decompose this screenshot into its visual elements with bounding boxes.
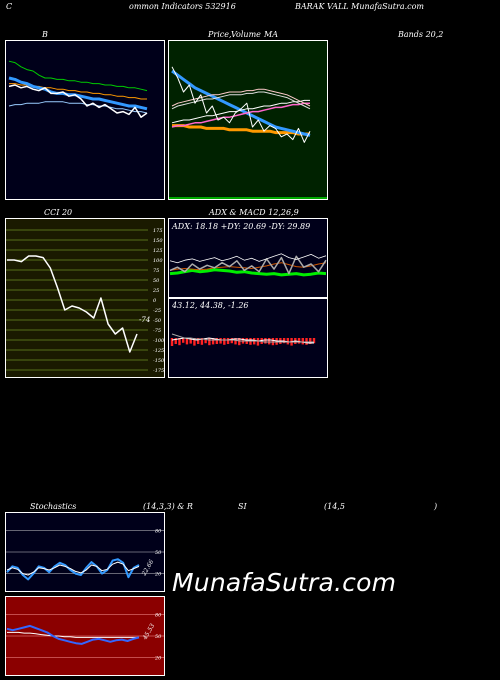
macd-histogram-bar bbox=[264, 338, 267, 344]
cci-last-value: -74 bbox=[139, 316, 150, 324]
cci-tick-label: 0 bbox=[153, 298, 157, 304]
cci-tick-label: 175 bbox=[153, 228, 163, 234]
macd-histogram-bar bbox=[204, 338, 207, 344]
cci-tick-label: -25 bbox=[153, 308, 161, 314]
cci-tick-label: 125 bbox=[153, 248, 163, 254]
bands-title-prefix: B bbox=[42, 30, 48, 39]
cci-line bbox=[7, 255, 138, 353]
price-ma-upper bbox=[171, 99, 310, 124]
macd-histogram-bar bbox=[200, 338, 204, 345]
cci-tick-label: 150 bbox=[153, 238, 163, 244]
cci-tick-label: 50 bbox=[153, 278, 160, 284]
cci-tick-label: -175 bbox=[153, 368, 164, 374]
watermark: MunafaSutra.com bbox=[172, 568, 397, 597]
macd-histogram-bar bbox=[230, 338, 233, 344]
cci-tick-label: -125 bbox=[153, 348, 164, 354]
adx-values: ADX: 18.18 +DY: 20.69 -DY: 29.89 bbox=[171, 222, 310, 231]
macd-histogram-bar bbox=[286, 338, 290, 345]
stoch-title-d: (14,5 bbox=[324, 502, 345, 511]
macd-histogram-bar bbox=[182, 338, 185, 343]
macd-histogram-bar bbox=[297, 338, 301, 344]
header-left: C bbox=[6, 2, 13, 11]
cci-tick-label: 75 bbox=[153, 268, 159, 274]
bollinger-upper-band bbox=[8, 60, 148, 92]
bollinger-ma bbox=[8, 101, 148, 114]
macd-values: 43.12, 44.38, -1.26 bbox=[171, 301, 249, 310]
stoch-title-e: ) bbox=[434, 502, 438, 511]
stoch-tick-label: 20 bbox=[154, 572, 162, 578]
adx-title: ADX & MACD 12,26,9 bbox=[209, 208, 299, 217]
macd-histogram-bar bbox=[196, 338, 200, 344]
price-title-a: Price, bbox=[208, 30, 232, 39]
adx-line bbox=[169, 268, 327, 277]
header-site: BARAK VALL MunafaSutra.com bbox=[295, 2, 425, 11]
stoch-tick-label: 80 bbox=[155, 528, 162, 534]
stoch-title-b: (14,3,3) & R bbox=[143, 502, 193, 511]
bollinger-middle-band bbox=[8, 76, 148, 111]
adx-di-detail bbox=[169, 253, 327, 264]
macd-histogram-bar bbox=[301, 338, 304, 345]
macd-panel: 43.12, 44.38, -1.26 bbox=[168, 298, 328, 378]
adx-minus-di bbox=[169, 255, 327, 275]
price-close bbox=[171, 66, 311, 143]
price-title-b: Volume bbox=[231, 30, 261, 39]
cci-tick-label: 25 bbox=[152, 288, 159, 294]
macd-histogram-bar bbox=[226, 338, 230, 344]
rsi-average bbox=[7, 631, 139, 638]
macd-histogram-bar bbox=[211, 338, 215, 345]
macd-histogram-bar bbox=[305, 338, 308, 345]
stoch-tick-label: 50 bbox=[155, 550, 162, 556]
macd-histogram-bar bbox=[170, 338, 174, 346]
macd-histogram-bar bbox=[256, 338, 260, 346]
price-ma-long bbox=[172, 124, 310, 136]
macd-histogram-bar bbox=[282, 338, 286, 344]
cci-panel: 175 150 125 100 75 50 25 0 -25 -50 -75 -100 -125 -150… bbox=[5, 218, 165, 378]
cci-tick-label: -150 bbox=[153, 358, 165, 364]
stoch-k bbox=[6, 558, 140, 581]
macd-histogram-bar bbox=[208, 338, 211, 346]
macd-histogram-bar bbox=[234, 338, 237, 345]
macd-histogram-bar bbox=[185, 338, 189, 345]
stoch-title-c: SI bbox=[238, 502, 247, 511]
macd-histogram-bar bbox=[238, 338, 241, 346]
stoch-d bbox=[6, 561, 140, 576]
macd-histogram-bar bbox=[189, 338, 192, 344]
macd-histogram-bar bbox=[219, 338, 222, 344]
adx-panel: ADX: 18.18 +DY: 20.69 -DY: 29.89 bbox=[168, 218, 328, 298]
header-indicators: ommon Indicators 532916 bbox=[129, 2, 236, 11]
bollinger-panel bbox=[5, 40, 165, 200]
cci-tick-label: 100 bbox=[153, 258, 163, 264]
rsi-tick-label: 20 bbox=[154, 656, 162, 662]
cci-tick-label: -50 bbox=[153, 318, 162, 324]
macd-signal bbox=[171, 333, 314, 343]
macd-histogram-bar bbox=[178, 338, 181, 346]
macd-histogram-bar bbox=[193, 338, 196, 346]
rsi-line bbox=[6, 624, 140, 645]
price-title-c: MA bbox=[264, 30, 278, 39]
macd-histogram-bar bbox=[309, 338, 312, 344]
bollinger-price bbox=[8, 84, 148, 118]
cci-title: CCI 20 bbox=[44, 208, 73, 217]
macd-histogram-bar bbox=[174, 338, 177, 344]
cci-tick-label: -75 bbox=[153, 328, 161, 334]
macd-histogram-bar bbox=[312, 338, 316, 344]
price-band-a bbox=[171, 88, 311, 107]
rsi-tick-label: 80 bbox=[155, 612, 162, 618]
macd-histogram-bar bbox=[215, 338, 219, 344]
cci-tick-label: -100 bbox=[153, 338, 165, 344]
bands-title-suffix: Bands 20,2 bbox=[398, 30, 444, 39]
macd-histogram-bar bbox=[260, 338, 263, 344]
macd-histogram-bar bbox=[267, 338, 271, 345]
rsi-tick-label: 50 bbox=[155, 634, 162, 640]
macd-histogram-bar bbox=[223, 338, 226, 345]
price-ma-panel bbox=[168, 40, 328, 200]
stoch-title-a: Stochastics bbox=[30, 502, 77, 511]
price-ma-mid bbox=[171, 102, 310, 128]
